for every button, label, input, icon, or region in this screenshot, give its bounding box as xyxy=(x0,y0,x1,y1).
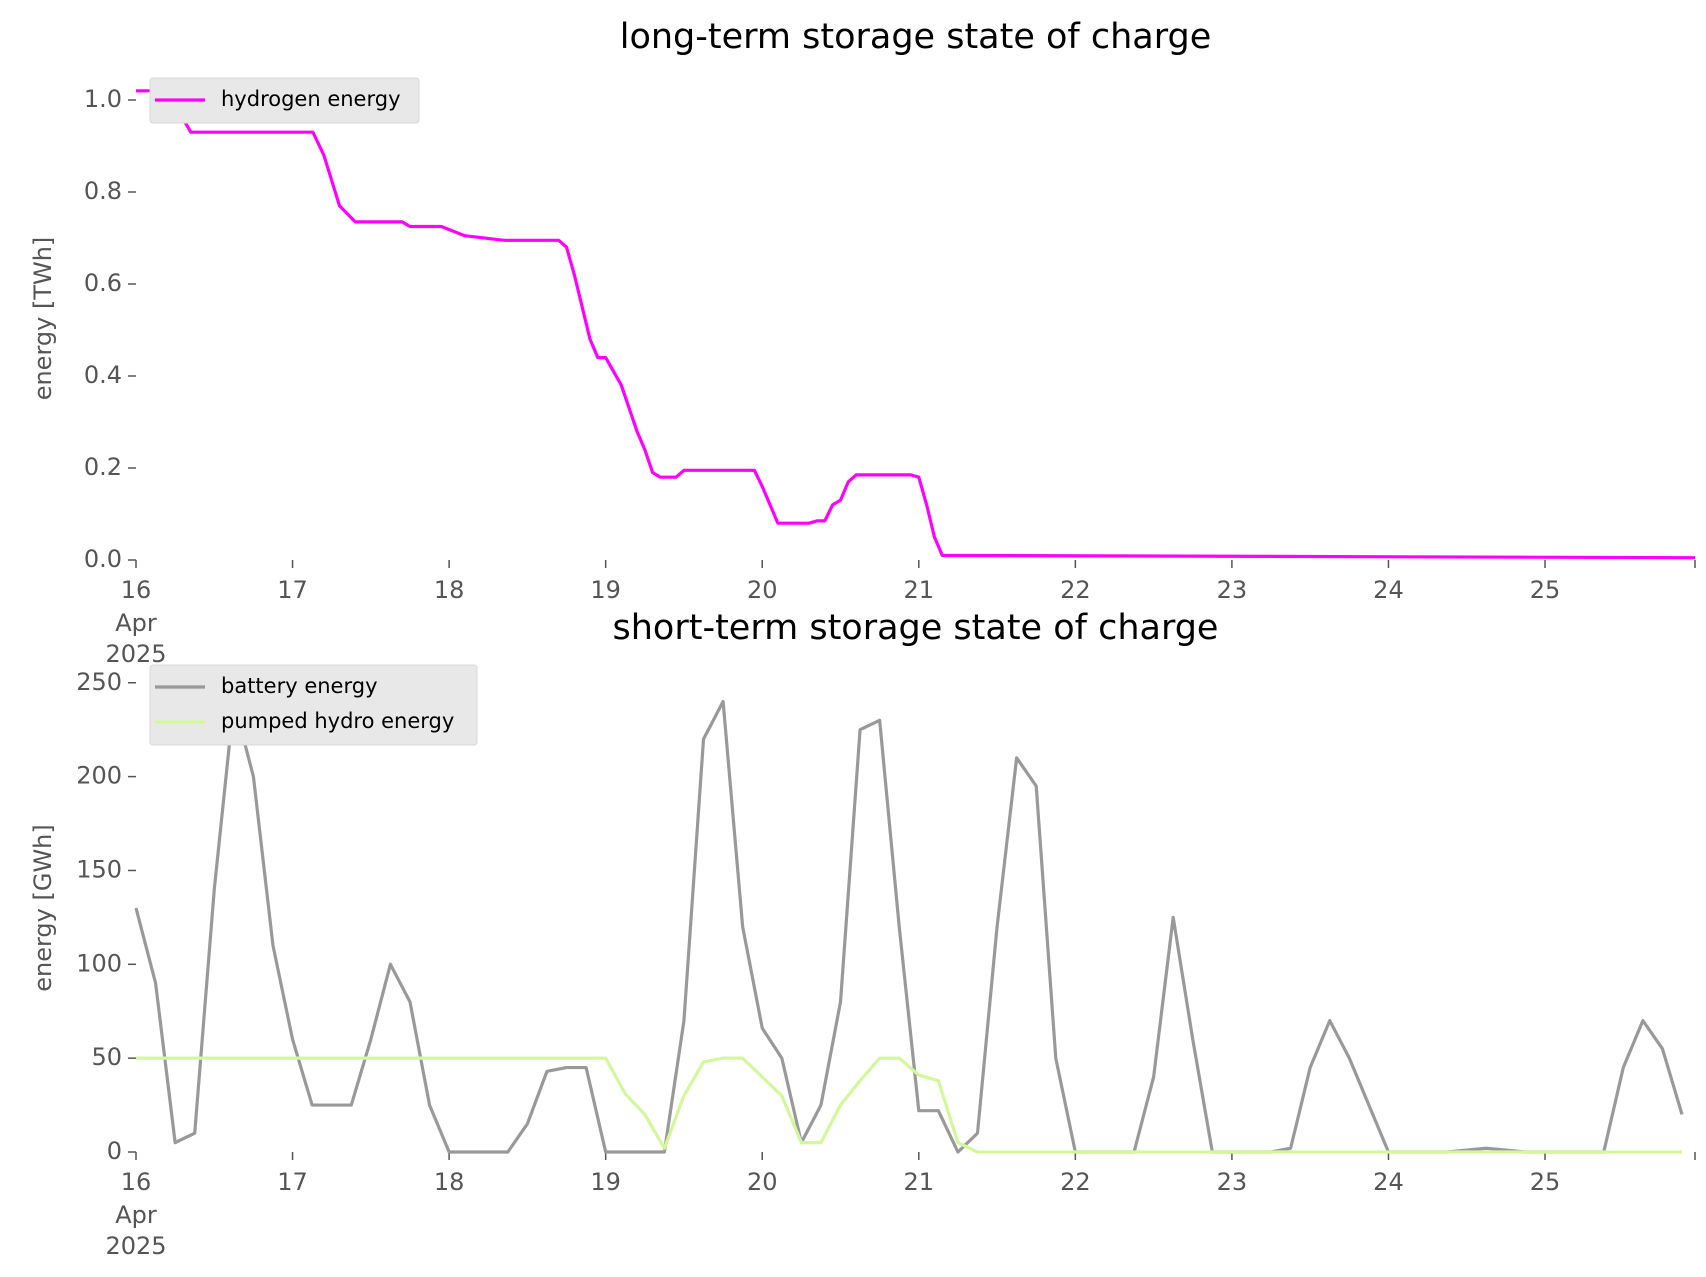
chart-title: long-term storage state of charge xyxy=(620,17,1212,57)
x-tick-label: 21 xyxy=(904,1168,935,1196)
y-axis-label: energy [GWh] xyxy=(29,824,57,992)
x-tick-label: 22 xyxy=(1060,1168,1091,1196)
x-tick-label: 17 xyxy=(277,576,308,604)
y-tick-label: 0 xyxy=(107,1137,122,1165)
x-tick-label: 25 xyxy=(1530,576,1561,604)
x-tick-label: 19 xyxy=(590,1168,621,1196)
legend-label: hydrogen energy xyxy=(221,87,401,111)
x-tick-sublabel: Apr xyxy=(115,1201,157,1229)
x-tick-label: 24 xyxy=(1373,576,1404,604)
x-tick-label: 24 xyxy=(1373,1168,1404,1196)
series-line xyxy=(136,89,1696,560)
legend-box xyxy=(149,77,420,124)
legend-box xyxy=(149,664,478,746)
series-line xyxy=(136,1056,1683,1154)
y-tick-label: 0.8 xyxy=(84,177,122,205)
x-tick-label: 16 xyxy=(121,1168,152,1196)
y-tick-label: 0.2 xyxy=(84,453,122,481)
y-tick-label: 50 xyxy=(91,1043,122,1071)
x-tick-label: 21 xyxy=(904,576,935,604)
y-tick-label: 100 xyxy=(76,949,122,977)
y-axis-label: energy [TWh] xyxy=(29,237,57,401)
x-tick-label: 25 xyxy=(1530,1168,1561,1196)
x-tick-label: 20 xyxy=(747,576,778,604)
y-tick-label: 0.6 xyxy=(84,269,122,297)
y-tick-label: 1.0 xyxy=(84,85,122,113)
x-tick-label: 23 xyxy=(1217,1168,1248,1196)
y-tick-label: 0.0 xyxy=(84,545,122,573)
x-tick-label: 17 xyxy=(277,1168,308,1196)
x-tick-label: 23 xyxy=(1217,576,1248,604)
x-tick-label: 22 xyxy=(1060,576,1091,604)
x-tick-sublabel: 2025 xyxy=(105,1232,166,1260)
legend-label: pumped hydro energy xyxy=(221,709,454,733)
x-tick-sublabel: 2025 xyxy=(105,640,166,668)
y-tick-label: 150 xyxy=(76,855,122,883)
y-tick-label: 250 xyxy=(76,668,122,696)
x-tick-label: 20 xyxy=(747,1168,778,1196)
x-tick-label: 19 xyxy=(590,576,621,604)
legend-label: battery energy xyxy=(221,674,378,698)
y-tick-label: 0.4 xyxy=(84,361,122,389)
x-tick-sublabel: Apr xyxy=(115,609,157,637)
x-tick-label: 18 xyxy=(434,576,465,604)
chart-title: short-term storage state of charge xyxy=(613,608,1219,648)
x-tick-label: 18 xyxy=(434,1168,465,1196)
series-line xyxy=(134,699,1684,1154)
y-tick-label: 200 xyxy=(76,762,122,790)
x-tick-label: 16 xyxy=(121,576,152,604)
